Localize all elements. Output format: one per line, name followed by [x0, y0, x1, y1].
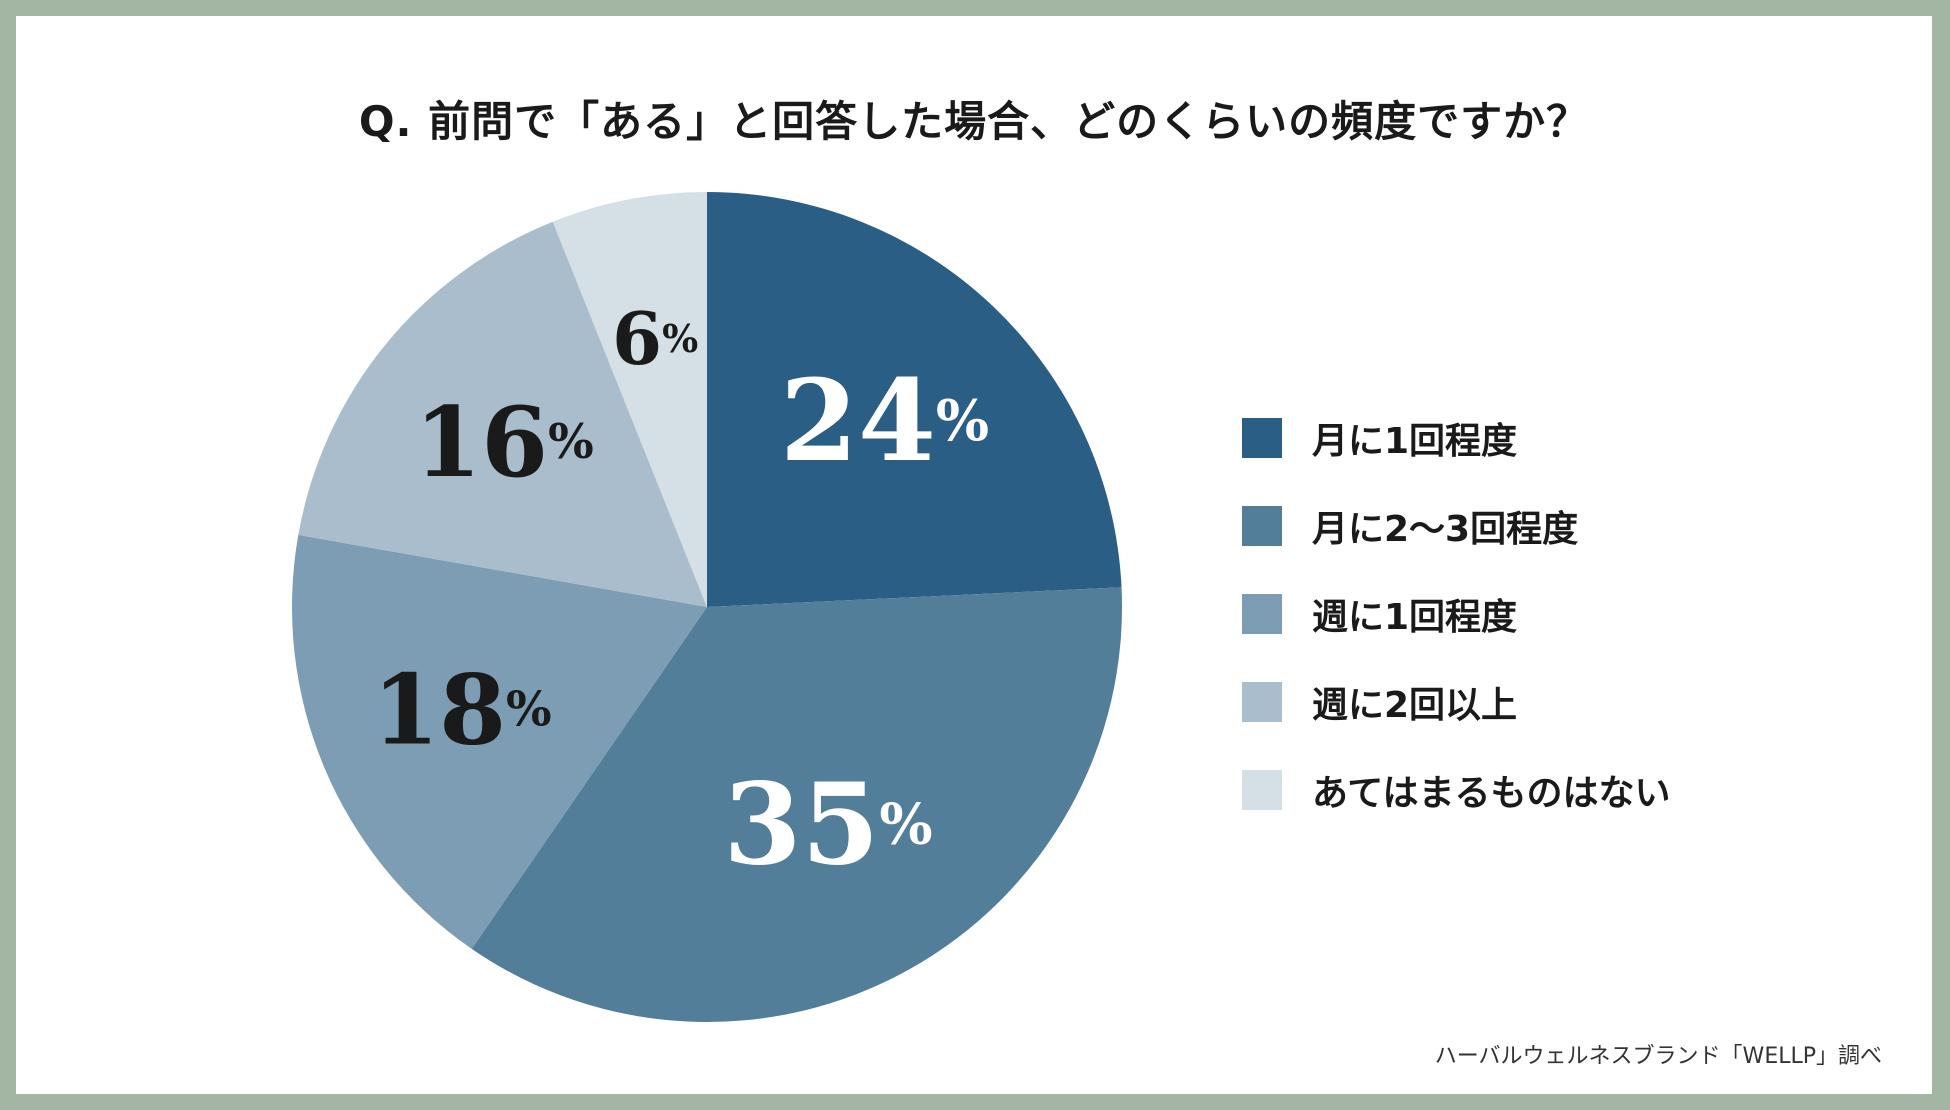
legend-label: 月に2〜3回程度 [1312, 509, 1579, 550]
legend-swatch [1242, 506, 1282, 546]
legend-label: 月に1回程度 [1312, 421, 1518, 462]
legend: 月に1回程度 月に2〜3回程度 週に1回程度 週に2回以上 あてはまるものはない [1242, 418, 1671, 858]
legend-item: 月に1回程度 [1242, 418, 1671, 462]
chart-title: Q. 前問で「ある」と回答した場合、どのくらいの頻度ですか？ [358, 97, 1590, 146]
legend-item: 月に2〜3回程度 [1242, 506, 1671, 550]
slice-value-label: 18% [372, 653, 551, 766]
pie-chart: 24% 35% 18% 16%6% [292, 192, 1122, 1023]
legend-label: 週に1回程度 [1312, 597, 1518, 638]
pie-slice [292, 534, 707, 949]
pie-slice [707, 192, 1122, 607]
legend-swatch [1242, 770, 1282, 810]
pie-slice [298, 221, 707, 608]
legend-swatch [1242, 594, 1282, 634]
legend-swatch [1242, 418, 1282, 458]
pie-slice [471, 587, 1122, 1023]
slice-value-label: 16% [414, 386, 593, 499]
legend-swatch [1242, 682, 1282, 722]
pie-slice [552, 192, 707, 607]
slice-value-label: 35% [724, 759, 933, 890]
slice-value-label: 24% [780, 355, 989, 486]
slice-value-label: 6% [612, 296, 698, 381]
source-note: ハーバルウェルネスブランド「WELLP」調べ [1434, 1044, 1882, 1069]
legend-label: あてはまるものはない [1312, 773, 1671, 814]
chart-card: Q. 前問で「ある」と回答した場合、どのくらいの頻度ですか？ 24% 35% 18%… [16, 16, 1932, 1094]
legend-item: あてはまるものはない [1242, 770, 1671, 814]
legend-item: 週に1回程度 [1242, 594, 1671, 638]
legend-label: 週に2回以上 [1312, 685, 1518, 726]
legend-item: 週に2回以上 [1242, 682, 1671, 726]
